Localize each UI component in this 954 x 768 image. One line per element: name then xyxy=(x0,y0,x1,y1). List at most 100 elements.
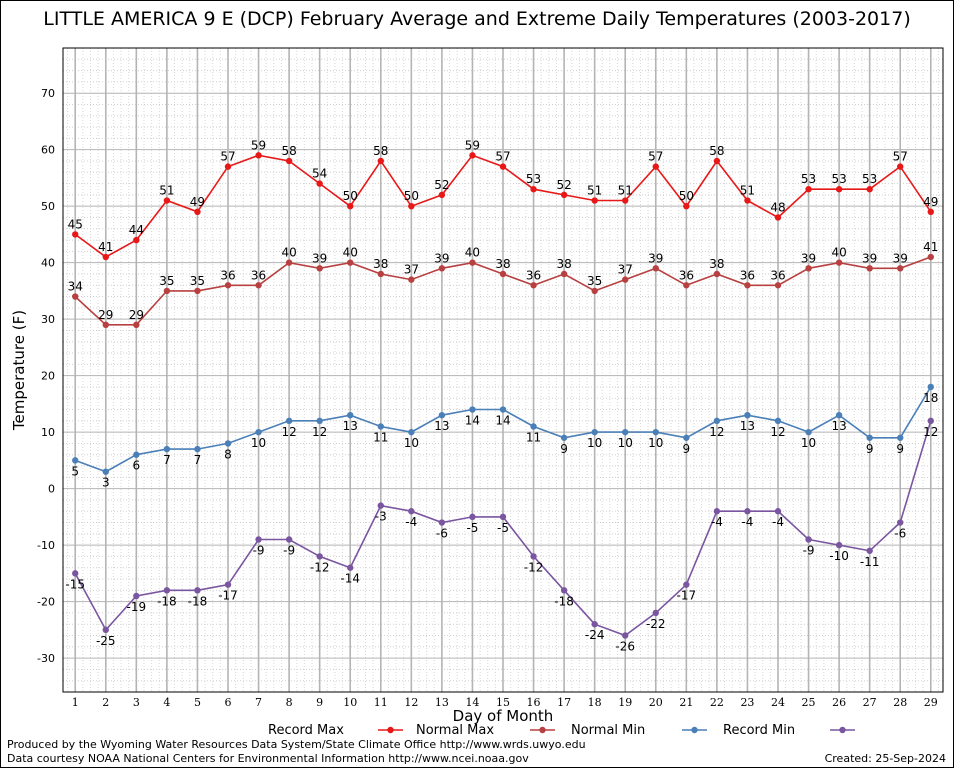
data-label: 57 xyxy=(893,150,908,164)
data-point xyxy=(927,417,934,425)
data-label: 18 xyxy=(923,391,938,405)
data-point xyxy=(530,423,537,430)
data-point xyxy=(927,208,934,216)
y-tick-label: -30 xyxy=(37,652,55,665)
data-point xyxy=(255,428,262,436)
y-tick-label: 40 xyxy=(41,257,55,270)
data-point xyxy=(255,536,262,543)
data-label: -4 xyxy=(741,515,753,529)
y-tick-label: 20 xyxy=(41,370,55,383)
data-label: 13 xyxy=(831,419,846,433)
data-label: 53 xyxy=(526,172,541,186)
data-point xyxy=(774,508,782,515)
x-tick-label: 15 xyxy=(496,696,510,709)
data-point xyxy=(622,632,629,639)
data-point xyxy=(102,626,109,634)
data-point xyxy=(316,417,323,425)
y-tick-label: 10 xyxy=(41,426,55,439)
data-point xyxy=(530,186,537,193)
y-tick-label: 30 xyxy=(41,313,55,326)
x-tick-label: 24 xyxy=(771,696,785,709)
x-tick-label: 8 xyxy=(286,696,293,709)
data-label: -12 xyxy=(524,560,544,574)
data-label: -9 xyxy=(283,543,295,557)
data-point xyxy=(438,191,446,199)
data-label: 53 xyxy=(801,172,816,186)
data-label: 41 xyxy=(923,240,938,254)
data-label: 39 xyxy=(893,251,908,265)
data-label: 40 xyxy=(343,246,358,260)
data-point xyxy=(591,621,598,628)
data-label: 36 xyxy=(526,268,541,282)
data-label: 39 xyxy=(862,251,877,265)
data-label: -15 xyxy=(65,577,85,591)
data-point xyxy=(866,265,873,272)
data-label: 39 xyxy=(434,251,449,265)
data-label: 11 xyxy=(526,430,541,444)
data-point xyxy=(560,587,568,594)
data-point xyxy=(805,536,812,543)
data-label: 36 xyxy=(679,268,694,282)
data-point xyxy=(285,536,293,543)
data-point xyxy=(285,157,293,165)
data-label: -18 xyxy=(188,594,208,608)
data-point xyxy=(72,570,79,577)
data-label: 57 xyxy=(495,150,510,164)
data-point xyxy=(133,236,140,244)
data-point xyxy=(774,214,782,221)
data-point xyxy=(347,202,354,210)
x-tick-label: 23 xyxy=(740,696,754,709)
data-label: -3 xyxy=(375,510,387,524)
data-point xyxy=(377,270,384,278)
data-point xyxy=(408,202,415,210)
x-tick-label: 2 xyxy=(102,696,109,709)
data-point xyxy=(438,265,446,272)
data-label: -5 xyxy=(466,521,478,535)
data-point xyxy=(163,587,171,594)
data-point xyxy=(469,406,476,413)
x-tick-label: 19 xyxy=(618,696,632,709)
x-tick-label: 21 xyxy=(679,696,693,709)
data-point xyxy=(408,508,415,515)
data-point xyxy=(224,282,232,289)
data-point xyxy=(469,259,476,266)
data-point xyxy=(102,468,109,475)
data-label: 10 xyxy=(404,436,419,450)
data-label: -11 xyxy=(860,555,880,569)
data-point xyxy=(377,502,384,509)
data-point xyxy=(102,321,109,329)
data-label: 53 xyxy=(831,172,846,186)
x-tick-label: 4 xyxy=(163,696,170,709)
data-label: 52 xyxy=(434,178,449,192)
x-tick-label: 13 xyxy=(435,696,449,709)
data-label: 37 xyxy=(618,263,633,277)
data-point xyxy=(163,287,171,295)
data-label: 12 xyxy=(709,425,724,439)
data-label: -17 xyxy=(218,589,238,603)
data-label: 40 xyxy=(281,246,296,260)
data-label: -4 xyxy=(711,515,723,529)
data-label: -9 xyxy=(803,543,815,557)
x-tick-label: 6 xyxy=(225,696,232,709)
data-point xyxy=(744,411,751,419)
x-axis-label: Day of Month xyxy=(453,707,554,725)
data-label: 9 xyxy=(896,442,904,456)
data-label: 14 xyxy=(495,414,510,428)
data-label: 36 xyxy=(770,268,785,282)
data-label: 48 xyxy=(770,200,785,214)
data-point xyxy=(774,282,782,289)
x-tick-label: 16 xyxy=(527,696,541,709)
x-tick-label: 11 xyxy=(374,696,388,709)
data-point xyxy=(683,434,690,441)
data-label: 39 xyxy=(801,251,816,265)
data-label: 57 xyxy=(648,150,663,164)
data-point xyxy=(377,423,384,430)
data-point xyxy=(133,592,140,600)
data-label: 35 xyxy=(190,274,205,288)
data-point xyxy=(285,259,293,266)
data-point xyxy=(499,513,507,521)
data-point xyxy=(683,581,690,588)
data-point xyxy=(72,457,79,464)
data-label: 7 xyxy=(194,453,202,467)
data-label: 49 xyxy=(923,195,938,209)
